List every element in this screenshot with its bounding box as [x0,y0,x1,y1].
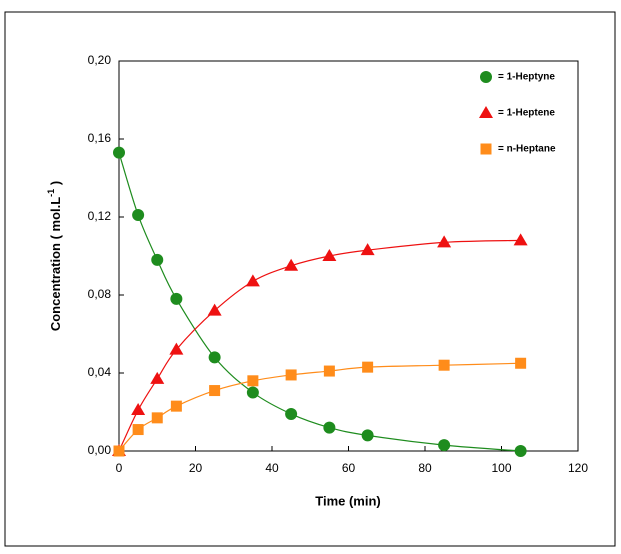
data-point [246,386,259,399]
data-point [151,412,163,424]
data-point [132,424,144,436]
y-tick-label: 0,04 [88,365,112,379]
y-tick-label: 0,16 [88,131,112,145]
x-tick-label: 20 [189,461,203,475]
legend-marker [480,143,492,155]
x-axis-title: Time (min) [315,493,381,508]
data-point [284,258,299,271]
data-point [285,369,297,381]
data-point [361,429,374,442]
legend-label: = 1-Heptene [498,108,555,119]
y-title-sup: -1 [46,189,56,197]
data-point [360,243,375,256]
y-tick-label: 0,12 [88,209,112,223]
y-axis-title: Concentration ( mol.L-1 ) [46,181,63,331]
y-title-end: ) [48,181,63,189]
data-point [514,445,527,457]
legend-marker [479,106,493,118]
data-point [132,209,145,222]
data-point [323,421,336,434]
legend-label: = n-Heptane [498,144,556,155]
data-point [515,357,527,369]
y-tick-label: 0,08 [88,287,112,301]
x-tick-label: 40 [265,461,279,475]
x-tick-label: 0 [116,461,123,475]
data-point [113,445,125,457]
data-point [247,375,259,387]
data-point [170,292,183,305]
data-point [207,303,222,316]
y-title-main: Concentration ( mol.L [48,197,63,331]
data-point [323,365,335,377]
data-point [322,249,337,261]
data-point [151,253,164,266]
data-point [438,359,450,371]
data-point [245,274,260,287]
data-point [513,233,528,246]
frame [4,11,616,547]
x-tick-label: 120 [568,461,588,475]
legend-marker [480,71,492,83]
x-tick-label: 60 [342,461,356,475]
data-point [131,403,146,416]
data-point [438,439,451,452]
y-tick-label: 0,00 [88,443,112,457]
data-point [209,385,221,397]
data-point [437,235,452,248]
data-point [113,146,125,159]
data-point [169,342,184,355]
data-point [208,351,221,364]
y-tick-label: 0,20 [88,53,112,67]
legend-label: = 1-Heptyne [498,72,555,83]
x-tick-label: 80 [418,461,432,475]
data-point [170,400,182,412]
x-tick-label: 100 [491,461,511,475]
data-point [285,407,298,420]
data-point [150,371,165,384]
data-point [362,361,374,373]
